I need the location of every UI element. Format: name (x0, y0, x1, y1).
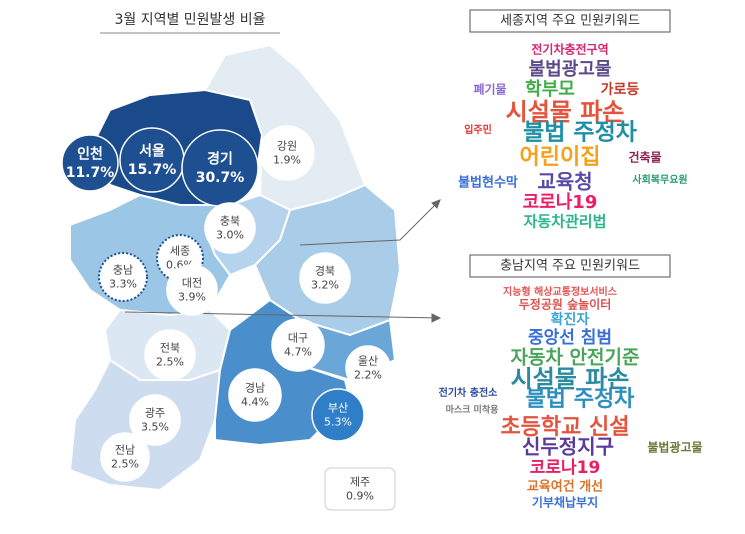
keyword: 불법 주정차 (526, 387, 636, 412)
region-name: 대구 (288, 331, 308, 344)
region-share: 11.7% (66, 165, 115, 181)
region-share: 3.3% (109, 278, 137, 291)
region-name: 울산 (358, 354, 378, 367)
region-name: 부산 (328, 401, 348, 414)
region-share: 3.5% (141, 421, 169, 434)
region-share: 15.7% (128, 162, 177, 178)
arrow (299, 199, 441, 246)
keyword: 학부모 (525, 78, 575, 100)
arrow-head (431, 313, 442, 323)
region-bubble (345, 345, 391, 391)
keyword: 코로나19 (530, 458, 601, 478)
keyword: 자동차관리법 (524, 213, 607, 231)
keyword: 어린이집 (520, 145, 601, 170)
keyword: 마스크 미착용 (446, 404, 499, 416)
region-name: 경북 (315, 264, 335, 277)
region-name: 강원 (277, 139, 297, 152)
region-share: 30.7% (196, 170, 245, 186)
region-share: 3.0% (216, 229, 244, 242)
region-bubble (299, 252, 351, 304)
arrow (124, 311, 441, 319)
keyword: 중앙선 침범 (528, 327, 612, 348)
region-bubble (166, 264, 218, 316)
region-name: 서울 (139, 143, 165, 160)
keyword: 불법광고물 (529, 59, 612, 80)
region-share: 3.2% (311, 279, 339, 292)
region-bubble (144, 329, 196, 381)
keyword: 가로등 (601, 82, 640, 98)
region-name: 충북 (220, 214, 240, 227)
keyword: 확진자 (551, 311, 590, 328)
region-bubble (204, 202, 256, 254)
region-share: 1.9% (273, 154, 301, 167)
keyword-box (469, 9, 671, 33)
keyword-title: 세종지역 주요 민원키워드 (500, 14, 640, 29)
region-share: 3.9% (178, 291, 206, 304)
region-name: 인천 (77, 146, 103, 163)
region-share: 2.2% (354, 369, 382, 382)
region-bubble (228, 368, 282, 422)
region-bubble (311, 388, 365, 442)
region-name: 경남 (245, 381, 265, 394)
title: 3월 지역별 민원발생 비율 (114, 12, 265, 28)
region-name: 대전 (182, 276, 202, 289)
keyword: 불법현수막 (458, 175, 518, 191)
keyword: 교육청 (537, 170, 592, 194)
region-share: 4.4% (241, 396, 269, 409)
arrows (124, 199, 442, 323)
keyword: 불법광고물 (647, 440, 702, 455)
keyword: 자동차 안전기준 (511, 347, 640, 369)
keyword: 시설물 파손 (506, 98, 625, 126)
keyword: 코로나19 (523, 192, 598, 213)
region-bubble (259, 125, 315, 181)
region-bubble (181, 129, 259, 207)
region-bubble (100, 432, 150, 482)
region-share: 0.9% (346, 490, 374, 503)
region-share: 2.5% (111, 458, 139, 471)
region-name: 광주 (145, 406, 165, 419)
keyword: 폐기물 (473, 82, 506, 97)
region-name: 전북 (160, 341, 180, 354)
keyword: 신두정지구 (522, 435, 614, 459)
keyword: 불법 주정차 (523, 120, 637, 146)
keyword: 시설물 파손 (511, 365, 630, 393)
keyword: 초등학교 신설 (500, 415, 629, 440)
region-share: 5.3% (324, 416, 352, 429)
region-share: 4.7% (284, 346, 312, 359)
keyword: 전기차 충전소 (439, 386, 498, 399)
region-name: 세종 (170, 244, 190, 257)
region-name: 충남 (113, 263, 133, 276)
keyword: 입주민 (464, 123, 492, 136)
keyword: 교육여건 개선 (527, 479, 603, 495)
region-bubble (129, 394, 181, 446)
jeju-box (324, 467, 396, 511)
keyword: 전기차충전구역 (531, 42, 608, 57)
region-bubble (61, 134, 119, 192)
region-bubble (98, 252, 148, 302)
keyword: 지능형 해상교통정보서비스 (503, 285, 617, 298)
keyword: 두정공원 숲놀이터 (519, 297, 612, 312)
keyword-title: 충남지역 주요 민원키워드 (500, 259, 640, 274)
region-name: 경기 (207, 151, 233, 168)
keyword-box (469, 254, 671, 278)
region-share: 2.5% (156, 356, 184, 369)
region-name: 전남 (115, 443, 135, 456)
keyword: 사회복무요원 (632, 173, 687, 186)
arrow-head (431, 199, 441, 209)
region-name: 제주 (350, 475, 370, 488)
region-bubble (271, 318, 325, 372)
keyword: 기부채납부지 (532, 495, 598, 510)
region-bubble (119, 127, 185, 193)
keyword: 건축물 (628, 150, 661, 165)
region-labels: 인천11.7%서울15.7%경기30.7%강원1.9%충북3.0%세종0.6%충… (61, 125, 391, 503)
